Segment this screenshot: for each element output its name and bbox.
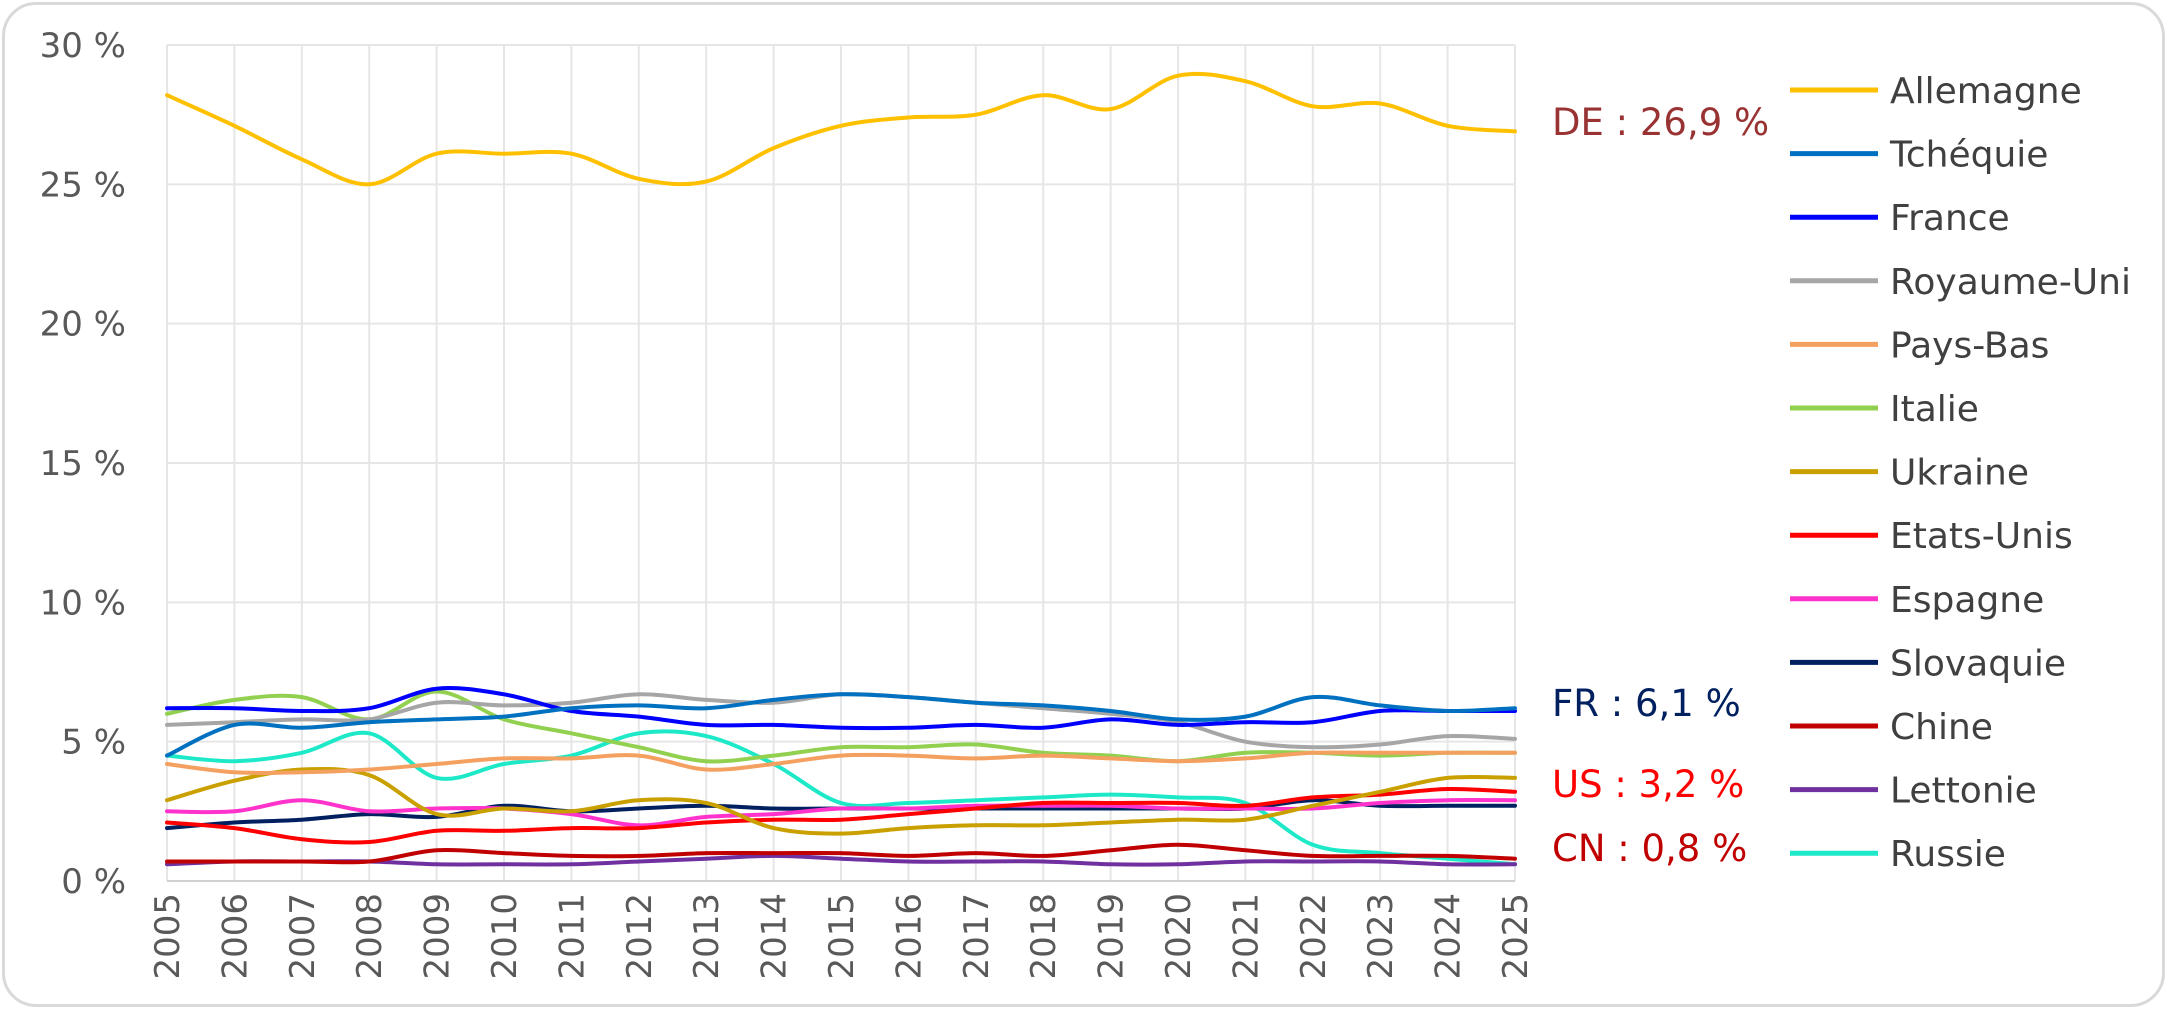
x-tick-label: 2016 (889, 893, 929, 980)
y-tick-label: 0 % (61, 862, 126, 902)
y-tick-label: 20 % (40, 305, 126, 345)
x-tick-label: 2023 (1361, 893, 1401, 980)
x-tick-label: 2011 (552, 893, 592, 980)
legend-label-france: France (1890, 198, 2010, 239)
series-line-tchequie (165, 692, 1517, 758)
legend-label-italie: Italie (1890, 389, 1979, 430)
y-tick-label: 30 % (40, 26, 126, 66)
x-tick-label: 2024 (1429, 893, 1469, 980)
legend-label-lettonie: Lettonie (1890, 771, 2037, 812)
legend-label-royaume-uni: Royaume-Uni (1890, 262, 2131, 303)
fr-label: FR : 6,1 % (1552, 682, 1741, 725)
x-tick-label: 2020 (1159, 893, 1199, 980)
x-tick-label: 2007 (283, 893, 323, 980)
series-line-pays-bas (165, 750, 1517, 776)
x-tick-label: 2013 (687, 893, 727, 980)
x-tick-label: 2021 (1226, 893, 1266, 980)
y-tick-label: 25 % (40, 165, 126, 205)
x-tick-label: 2006 (215, 893, 255, 980)
x-axis-ticks: 2005 2006 2007 2008 2009 2010 2011 2012 2013 2014… (148, 893, 1536, 980)
grid-lines (166, 44, 1516, 882)
series-line-ukraine (165, 766, 1517, 836)
x-tick-label: 2014 (755, 893, 795, 980)
legend-label-slovaquie: Slovaquie (1890, 643, 2066, 684)
legend: Allemagne Tchéquie France Royaume-Uni Pays-B… (1790, 71, 2131, 875)
de-label: DE : 26,9 % (1552, 101, 1769, 144)
legend-label-russie: Russie (1890, 834, 2006, 875)
legend-label-etats-unis: Etats-Unis (1890, 516, 2073, 557)
series-lines (165, 71, 1517, 867)
legend-label-chine: Chine (1890, 707, 1993, 748)
series-line-france (165, 686, 1517, 731)
legend-label-ukraine: Ukraine (1890, 453, 2029, 494)
cn-label: CN : 0,8 % (1552, 827, 1747, 870)
x-tick-label: 2005 (148, 893, 188, 980)
series-line-lettonie (165, 853, 1517, 867)
x-tick-label: 2019 (1092, 893, 1132, 980)
x-tick-label: 2022 (1294, 893, 1334, 980)
x-tick-label: 2018 (1024, 893, 1064, 980)
x-tick-label: 2025 (1496, 893, 1536, 980)
series-line-chine (165, 842, 1517, 865)
x-tick-label: 2009 (418, 893, 458, 980)
end-annotations: DE : 26,9 % FR : 6,1 % US : 3,2 % CN : 0,8 … (1552, 101, 1769, 870)
y-axis-ticks: 0 % 5 % 10 % 15 % 20 % 25 % 30 % (40, 26, 126, 902)
us-label: US : 3,2 % (1552, 763, 1744, 806)
legend-label-tchequie: Tchéquie (1889, 135, 2048, 176)
x-tick-label: 2012 (620, 893, 660, 980)
legend-label-espagne: Espagne (1890, 580, 2044, 621)
series-line-allemagne (165, 71, 1517, 187)
series-line-russie (165, 729, 1517, 867)
y-tick-label: 10 % (40, 583, 126, 623)
y-tick-label: 5 % (61, 723, 126, 763)
legend-label-allemagne: Allemagne (1890, 71, 2082, 112)
y-tick-label: 15 % (40, 444, 126, 484)
series-line-etats-unis (165, 786, 1517, 845)
x-tick-label: 2017 (957, 893, 997, 980)
x-tick-label: 2008 (350, 893, 390, 980)
x-tick-label: 2015 (822, 893, 862, 980)
legend-label-pays-bas: Pays-Bas (1890, 325, 2049, 366)
x-tick-label: 2010 (485, 893, 525, 980)
